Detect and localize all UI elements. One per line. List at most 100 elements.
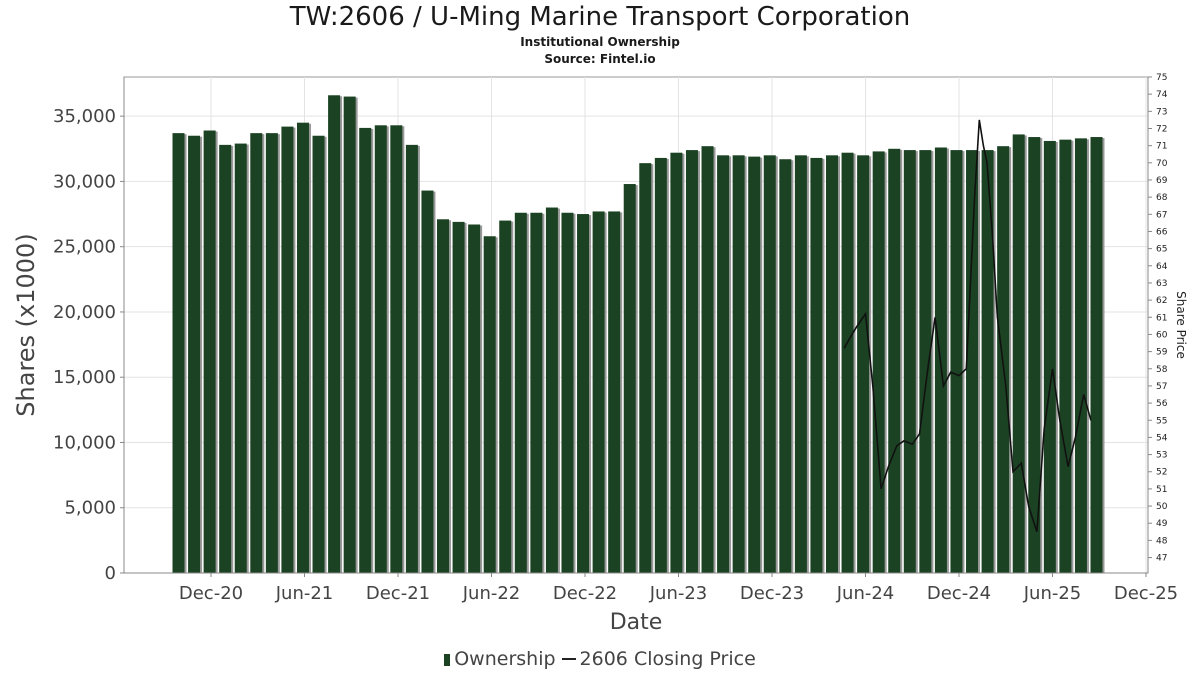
ownership-bar xyxy=(608,211,621,573)
ownership-bar xyxy=(794,155,807,573)
ownership-bar xyxy=(577,214,590,574)
right-tick-label: 60 xyxy=(1156,330,1168,340)
right-tick-label: 62 xyxy=(1156,296,1167,306)
ownership-bar xyxy=(919,150,932,574)
ownership-bar xyxy=(763,155,776,573)
right-axis: 47 48 49 50 51 52 53 54 55 56 57 58 59 60 61 62 63 64 65 66… xyxy=(1147,73,1168,573)
right-tick-label: 50 xyxy=(1156,502,1168,512)
ownership-bar xyxy=(1074,138,1087,574)
ownership-bar xyxy=(888,148,901,573)
x-tick-label: Jun-21 xyxy=(275,583,334,604)
legend-ownership: Ownership xyxy=(454,648,556,670)
ownership-bar xyxy=(1012,134,1025,573)
ownership-bar xyxy=(468,224,481,573)
ownership-bar xyxy=(437,219,450,573)
right-tick-label: 52 xyxy=(1156,468,1167,478)
price-line xyxy=(843,119,1092,533)
ownership-bar xyxy=(452,221,465,573)
chart-title: TW:2606 / U-Ming Marine Transport Corpor… xyxy=(289,2,911,32)
ownership-bars xyxy=(172,95,1105,574)
x-tick-label: Dec-23 xyxy=(740,583,804,604)
right-tick-label: 71 xyxy=(1156,142,1167,152)
left-tick-label: 15,000 xyxy=(53,367,116,388)
ownership-bar xyxy=(654,157,667,573)
right-tick-label: 54 xyxy=(1156,433,1168,443)
right-tick-label: 67 xyxy=(1156,210,1167,220)
price-swatch xyxy=(561,658,576,660)
right-tick-label: 65 xyxy=(1156,245,1167,255)
left-tick-label: 35,000 xyxy=(53,106,116,127)
ownership-bar xyxy=(748,156,761,574)
ownership-bar xyxy=(717,155,730,573)
ownership-bar xyxy=(188,135,201,573)
ownership-bar xyxy=(857,155,870,573)
right-tick-label: 69 xyxy=(1156,176,1168,186)
right-tick-label: 59 xyxy=(1156,348,1168,358)
x-axis: Dec-20 Jun-21 Dec-21 Jun-22 Dec-22 Jun-23 Dec-… xyxy=(124,572,1178,604)
ownership-bar xyxy=(172,133,185,573)
left-axis: 0 5,000 10,000 15,000 20,000 25,000 30,000 35,0… xyxy=(53,77,125,584)
x-tick-label: Jun-23 xyxy=(649,583,708,604)
y2-axis-label: Share Price xyxy=(1174,291,1188,359)
ownership-bar xyxy=(872,151,885,573)
x-tick-label: Jun-25 xyxy=(1023,583,1082,604)
ownership-bar xyxy=(779,159,792,574)
ownership-bar xyxy=(981,150,994,574)
left-tick-label: 25,000 xyxy=(53,237,116,258)
right-tick-label: 55 xyxy=(1156,416,1167,426)
x-axis-label: Date xyxy=(610,610,663,635)
legend: Ownership 2606 Closing Price xyxy=(0,648,1200,670)
ownership-bar xyxy=(639,163,652,573)
ownership-bar xyxy=(950,150,963,574)
legend-price: 2606 Closing Price xyxy=(579,648,756,670)
x-tick-label: Jun-24 xyxy=(836,583,895,604)
ownership-bar xyxy=(374,125,387,573)
x-tick-label: Jun-22 xyxy=(462,583,521,604)
right-tick-label: 63 xyxy=(1156,279,1167,289)
ownership-bar xyxy=(296,122,309,574)
left-tick-label: 0 xyxy=(105,563,116,584)
ownership-bar xyxy=(561,212,574,573)
ownership-bar xyxy=(1059,139,1072,573)
ownership-bar xyxy=(234,143,247,573)
ownership-bar xyxy=(670,152,683,573)
ownership-bar xyxy=(825,155,838,573)
ownership-bar xyxy=(701,146,714,573)
right-tick-label: 64 xyxy=(1156,262,1168,272)
right-tick-label: 72 xyxy=(1156,124,1167,134)
ownership-bar xyxy=(841,152,854,573)
ownership-bar xyxy=(685,150,698,574)
x-tick-label: Dec-22 xyxy=(553,583,617,604)
ownership-bar xyxy=(250,133,263,573)
chart-source: Source: Fintel.io xyxy=(544,52,656,66)
ownership-bar xyxy=(592,211,605,573)
ownership-swatch xyxy=(444,654,451,666)
ownership-bar xyxy=(732,155,745,573)
x-tick-label: Dec-25 xyxy=(1114,583,1178,604)
ownership-bar xyxy=(545,207,558,574)
x-tick-label: Dec-20 xyxy=(179,583,243,604)
ownership-bar xyxy=(966,150,979,574)
ownership-bar xyxy=(390,125,403,573)
right-tick-label: 74 xyxy=(1156,90,1168,100)
ownership-bar xyxy=(343,96,356,573)
ownership-bar xyxy=(903,150,916,574)
right-tick-label: 48 xyxy=(1156,536,1168,546)
ownership-bar xyxy=(281,126,294,573)
right-tick-label: 51 xyxy=(1156,485,1167,495)
ownership-bar xyxy=(203,130,216,573)
ownership-bar xyxy=(514,212,527,573)
left-tick-label: 20,000 xyxy=(53,302,116,323)
ownership-bar xyxy=(405,144,418,573)
chart-subtitle: Institutional Ownership xyxy=(520,35,680,49)
right-tick-label: 58 xyxy=(1156,365,1168,375)
x-tick-label: Dec-24 xyxy=(927,583,991,604)
right-tick-label: 53 xyxy=(1156,451,1167,461)
ownership-bar xyxy=(810,157,823,573)
right-tick-label: 61 xyxy=(1156,313,1167,323)
ownership-bar xyxy=(623,184,636,573)
ownership-bar xyxy=(312,135,325,573)
left-tick-label: 30,000 xyxy=(53,171,116,192)
ownership-bar xyxy=(421,190,434,573)
